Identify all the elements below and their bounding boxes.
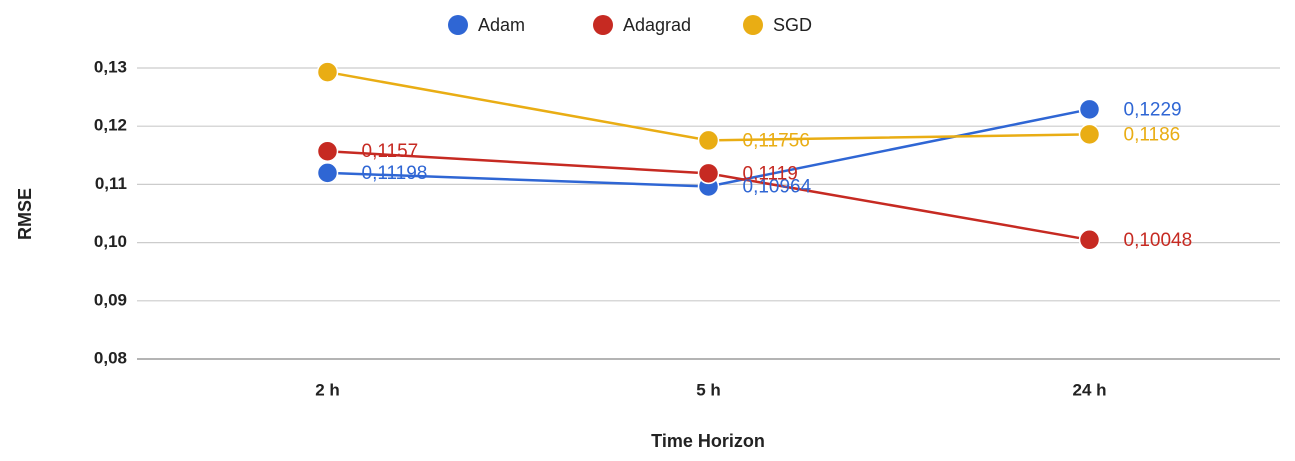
data-point <box>697 162 720 185</box>
data-label: 0,1186 <box>1124 124 1181 145</box>
data-label: 0,1157 <box>362 141 419 162</box>
legend-marker <box>593 15 613 35</box>
data-point <box>316 61 339 83</box>
data-label: 0,1229 <box>1124 99 1182 120</box>
data-label: 0,11756 <box>743 130 810 151</box>
legend-label: Adagrad <box>623 15 691 35</box>
x-tick-label: 2 h <box>315 380 340 399</box>
data-label: 0,11198 <box>362 163 428 184</box>
x-tick-label: 5 h <box>696 380 721 399</box>
x-axis-title: Time Horizon <box>651 431 765 451</box>
legend-label: Adam <box>478 15 525 35</box>
data-label: 0,10048 <box>1124 230 1193 251</box>
y-tick-label: 0,09 <box>94 290 127 309</box>
data-point <box>1078 229 1101 251</box>
data-label: 0,10964 <box>743 177 812 198</box>
x-tick-label: 24 h <box>1072 380 1106 399</box>
data-point <box>1078 123 1101 146</box>
legend-marker <box>448 15 468 35</box>
y-tick-label: 0,11 <box>95 174 127 193</box>
legend-label: SGD <box>773 15 812 35</box>
data-point <box>697 129 720 152</box>
y-tick-label: 0,13 <box>94 57 127 76</box>
y-tick-label: 0,10 <box>94 232 127 251</box>
y-tick-label: 0,12 <box>94 116 127 135</box>
legend-marker <box>743 15 763 35</box>
y-tick-label: 0,08 <box>94 348 127 367</box>
y-axis-title: RMSE <box>15 188 35 240</box>
data-point <box>316 162 339 184</box>
data-point <box>316 140 339 162</box>
data-label: 0,1119 <box>743 163 798 184</box>
data-point <box>1078 98 1101 121</box>
